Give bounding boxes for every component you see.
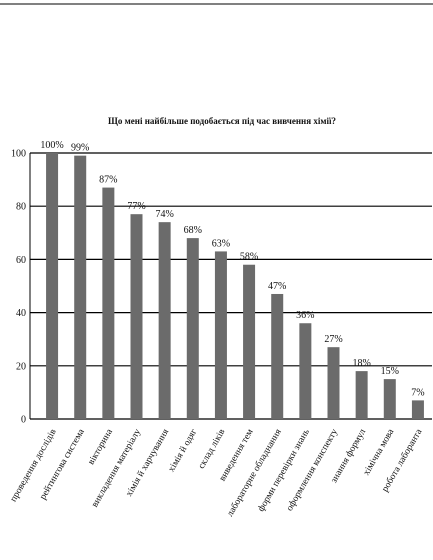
- x-tick-label: склад ліків: [197, 427, 228, 471]
- x-tick-label: хімія й одяг: [166, 427, 199, 474]
- value-label: 36%: [296, 310, 314, 321]
- chart-title: Що мені найбільше подобається під час ви…: [108, 116, 336, 126]
- value-label: 63%: [212, 238, 230, 249]
- value-label: 77%: [127, 201, 145, 212]
- x-tick-label: лабораторне обладнання: [225, 426, 285, 518]
- value-label: 87%: [99, 175, 117, 186]
- value-label: 47%: [268, 281, 286, 292]
- bar: [355, 371, 368, 419]
- bar: [158, 222, 171, 419]
- y-tick-label: 0: [21, 415, 26, 426]
- value-label: 99%: [71, 143, 89, 154]
- value-label: 74%: [155, 209, 173, 220]
- value-label: 100%: [40, 140, 63, 151]
- bar: [102, 187, 115, 419]
- bar: [214, 251, 227, 419]
- bar: [243, 264, 256, 419]
- y-tick-label: 80: [16, 202, 26, 213]
- bar: [186, 238, 199, 419]
- y-tick-label: 20: [16, 361, 26, 372]
- value-label: 15%: [381, 366, 399, 377]
- y-tick-label: 100: [11, 149, 26, 160]
- bar: [411, 400, 424, 419]
- bar: [299, 323, 312, 419]
- value-label: 68%: [184, 225, 202, 236]
- bar: [271, 293, 284, 419]
- value-label: 18%: [352, 358, 370, 369]
- y-tick-label: 40: [16, 308, 26, 319]
- bar: [46, 153, 59, 419]
- bar: [74, 155, 87, 419]
- x-tick-label: оформлення конспекту: [284, 427, 340, 513]
- x-tick-label: викладення матеріалу: [90, 427, 143, 509]
- value-label: 27%: [324, 334, 342, 345]
- value-label: 58%: [240, 252, 258, 263]
- x-tick-label: форми перевірки знань: [256, 426, 313, 513]
- bar: [327, 347, 340, 419]
- bar: [383, 379, 396, 419]
- value-label: 7%: [411, 387, 424, 398]
- bar: [130, 214, 143, 419]
- y-tick-label: 60: [16, 255, 26, 266]
- x-tick-label: вікторина: [87, 427, 116, 467]
